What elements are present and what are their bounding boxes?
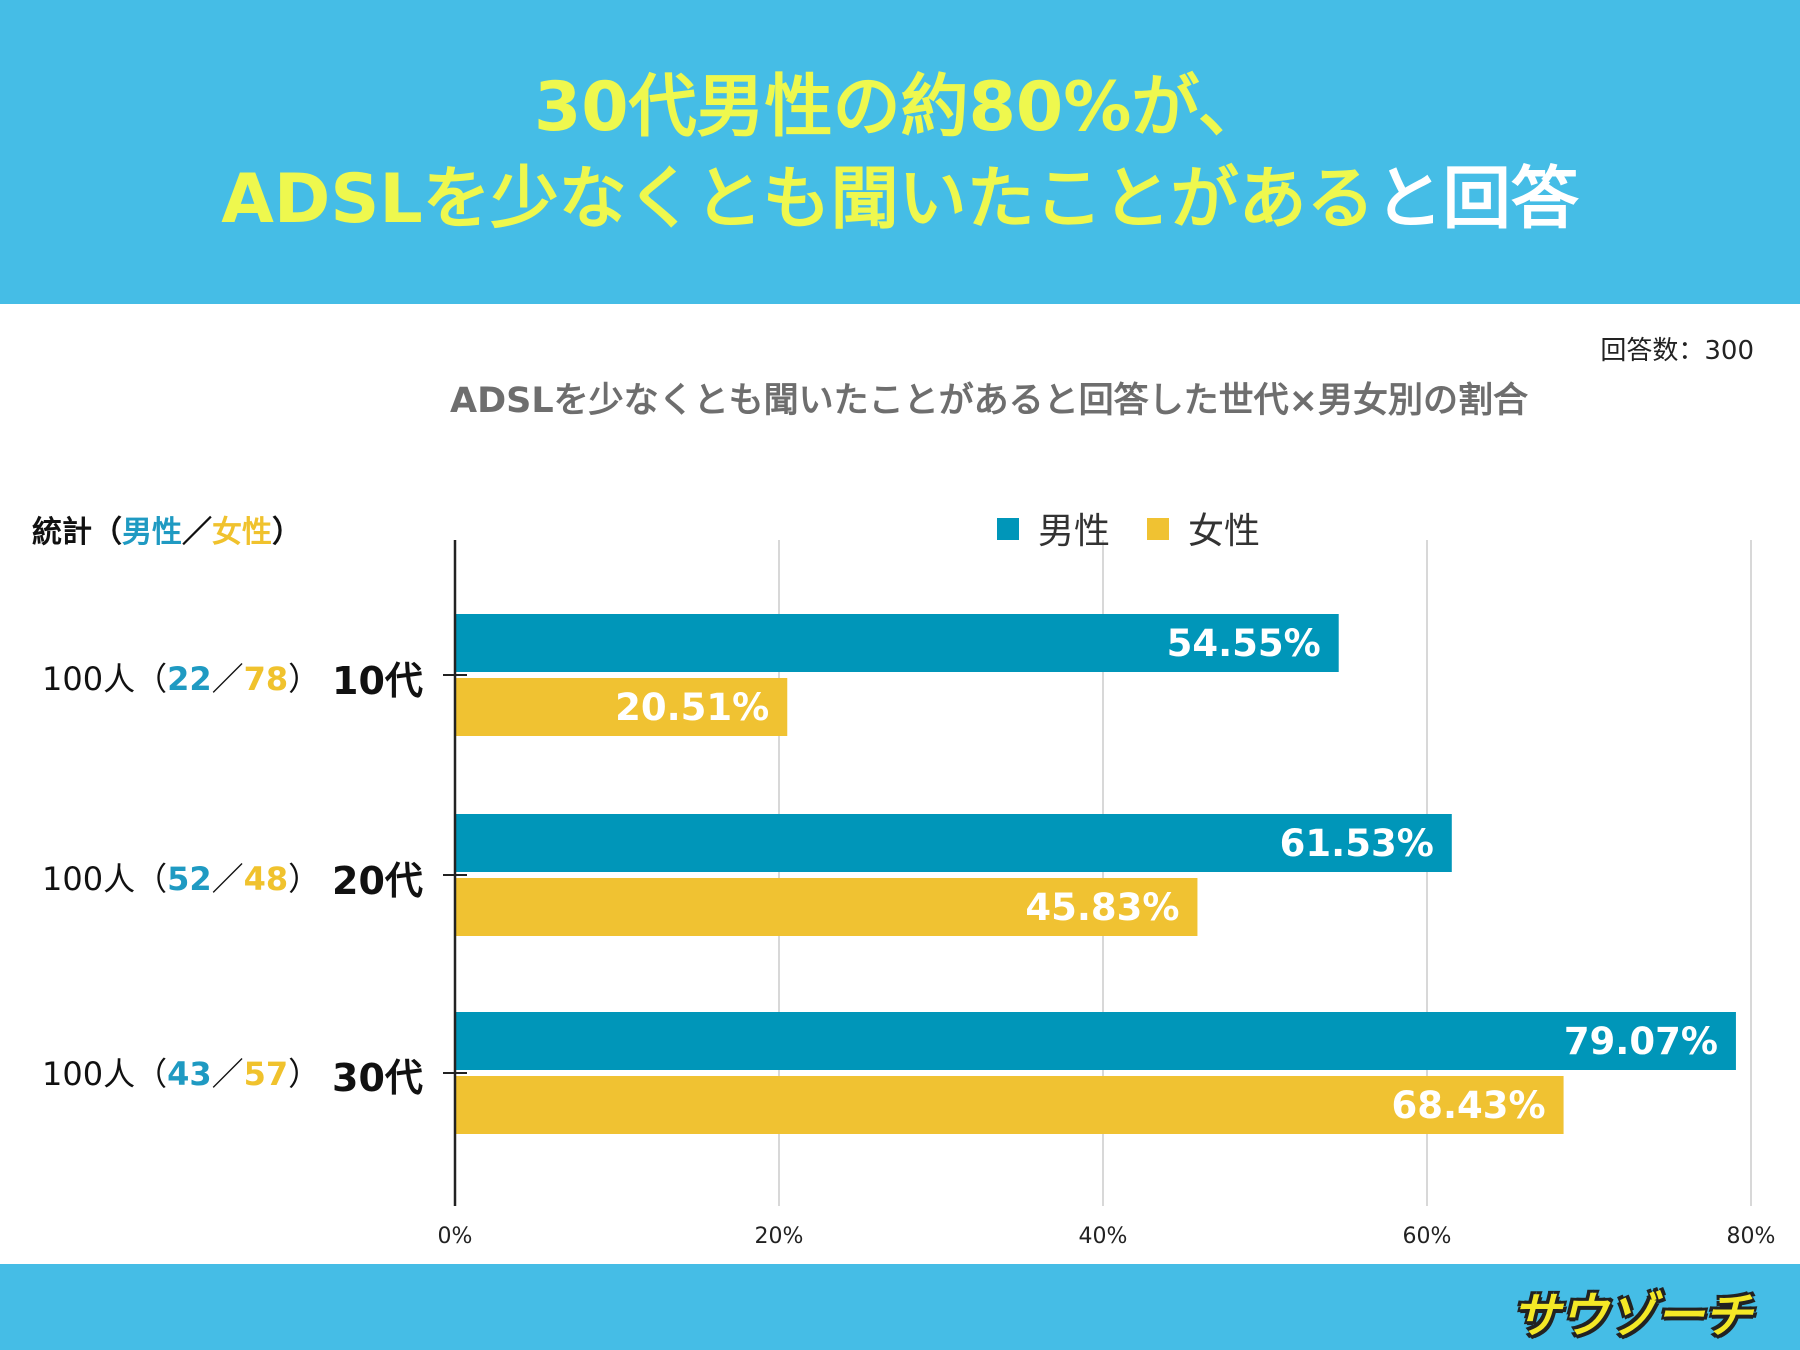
bar-value-label: 45.83% (1025, 886, 1179, 929)
x-tick-label: 40% (1079, 1224, 1128, 1249)
legend-label-male: 男性 (1038, 511, 1110, 552)
x-tick-label: 20% (755, 1224, 804, 1249)
group-male-count: 43 (167, 1055, 212, 1093)
headline-rest: と回答 (1374, 160, 1579, 239)
group-label-30s: 30代 (332, 1056, 423, 1100)
legend-label-female: 女性 (1188, 511, 1260, 552)
bar-value-label: 61.53% (1280, 822, 1434, 865)
axis-layer: 0% 20% 40% 60% 80% (438, 540, 1776, 1249)
headline-text-1: 30代男性の約80%が、 (533, 68, 1267, 147)
legend: 男性 女性 (997, 511, 1260, 552)
group-total: 100人（ (42, 1055, 168, 1093)
group-stat-10s: 100人（22／78） (42, 654, 320, 700)
group-male-count: 22 (167, 660, 212, 698)
stats-header-female: 女性 (212, 515, 272, 550)
bar-male-2 (455, 814, 1452, 872)
bar-male-1 (455, 614, 1339, 672)
headline-line-1: 30代男性の約80%が、 (0, 68, 1800, 148)
x-tick-label: 80% (1727, 1224, 1776, 1249)
headline-highlight: ADSLを少なくとも聞いたことがある (221, 160, 1375, 239)
bar-female-3 (455, 1076, 1564, 1134)
group-stat-30s: 100人（43／57） (42, 1049, 320, 1095)
group-total: 100人（ (42, 660, 168, 698)
respondent-count: 回答数：300 (1600, 336, 1754, 366)
bar-chart: 54.55% 20.51% 61.53% 45.83% 79.07% 68.43% 0% 2… (438, 511, 1776, 1249)
stats-header-male: 男性 (122, 515, 182, 550)
legend-swatch-male (997, 518, 1019, 540)
group-female-count: 57 (243, 1055, 289, 1093)
group-label-20s: 20代 (332, 859, 423, 903)
group-sep: ／ (211, 660, 244, 698)
headline-line-2: ADSLを少なくとも聞いたことがあると回答 (0, 160, 1800, 240)
header-banner (0, 0, 1800, 304)
stats-header: 統計（男性／女性） (32, 507, 302, 551)
bar-value-label: 68.43% (1391, 1084, 1545, 1127)
footer-banner (0, 1264, 1800, 1350)
bar-female-1 (455, 678, 788, 736)
bar-value-label: 79.07% (1564, 1020, 1718, 1063)
x-tick-label: 0% (438, 1224, 473, 1249)
group-sep: ／ (211, 1055, 244, 1093)
group-stat-20s: 100人（52／48） (42, 854, 320, 900)
stats-header-suffix: ） (272, 515, 302, 550)
bar-value-label: 54.55% (1167, 622, 1321, 665)
bar-value-label: 20.51% (615, 686, 769, 729)
stats-header-prefix: 統計（ (32, 515, 122, 550)
bar-male-3 (455, 1012, 1736, 1070)
group-female-count: 48 (243, 860, 289, 898)
group-close: ） (288, 660, 321, 698)
legend-swatch-female (1147, 518, 1169, 540)
stats-header-sep: ／ (182, 515, 212, 550)
brand-logo: サウゾーチ (1511, 1288, 1752, 1344)
group-close: ） (288, 1055, 321, 1093)
group-label-10s: 10代 (332, 659, 423, 703)
group-sep: ／ (211, 860, 244, 898)
group-total: 100人（ (42, 860, 168, 898)
bar-layer: 54.55% 20.51% 61.53% 45.83% 79.07% 68.43% (455, 614, 1736, 1134)
x-tick-label: 60% (1403, 1224, 1452, 1249)
group-close: ） (288, 860, 321, 898)
bar-female-2 (455, 878, 1198, 936)
chart-title: ADSLを少なくとも聞いたことがあると回答した世代×男女別の割合 (450, 381, 1528, 421)
group-male-count: 52 (167, 860, 212, 898)
group-female-count: 78 (243, 660, 289, 698)
